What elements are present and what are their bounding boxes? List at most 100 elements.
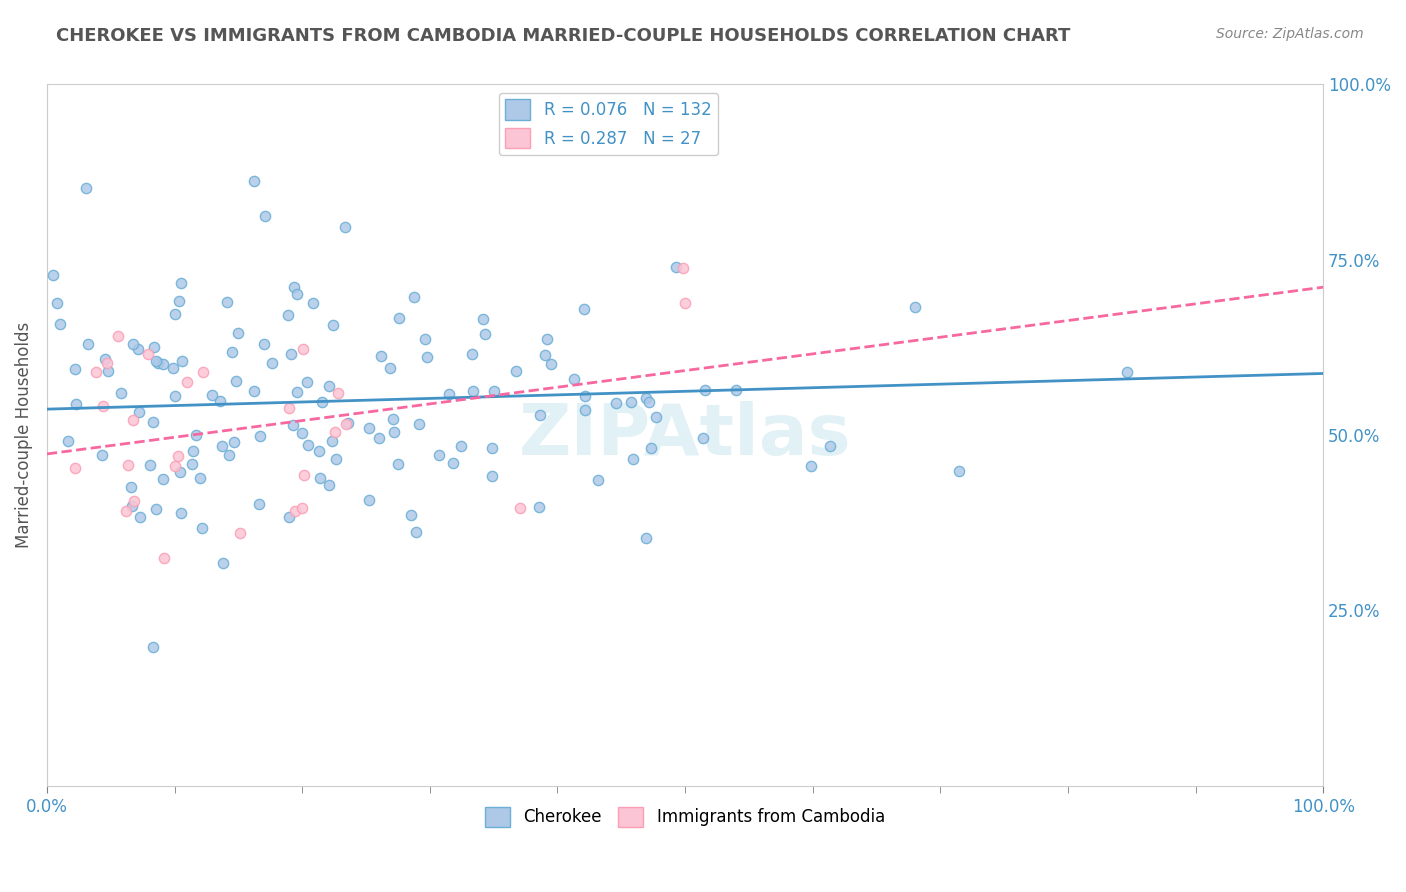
Cherokee (243, 384, 266, 399)
Cherokee (692, 431, 714, 445)
Cherokee (413, 332, 436, 346)
Cherokee (474, 326, 496, 341)
Cherokee (247, 497, 270, 511)
Cherokee (574, 402, 596, 417)
Cherokee (1116, 365, 1139, 379)
Cherokee (152, 472, 174, 486)
Cherokee (63, 362, 86, 376)
Cherokee (368, 431, 391, 445)
Cherokee (91, 448, 114, 462)
Cherokee (110, 385, 132, 400)
Cherokee (75, 180, 97, 194)
Cherokee (285, 286, 308, 301)
Cherokee (127, 342, 149, 356)
Cherokee (404, 291, 426, 305)
Cherokee (65, 397, 87, 411)
Cherokee (191, 521, 214, 535)
Cherokee (645, 410, 668, 425)
Cherokee (180, 457, 202, 471)
Cherokee (534, 348, 557, 362)
Cherokee (387, 310, 409, 325)
Cherokee (181, 443, 204, 458)
Cherokee (904, 300, 927, 314)
Cherokee (97, 364, 120, 378)
Cherokee (283, 417, 305, 432)
Cherokee (184, 428, 207, 442)
Text: ZIPAtlas: ZIPAtlas (519, 401, 851, 469)
Cherokee (77, 336, 100, 351)
Cherokee (283, 280, 305, 294)
Immigrants from Cambodia (672, 261, 695, 276)
Immigrants from Cambodia (673, 296, 696, 310)
Cherokee (278, 510, 301, 524)
Cherokee (277, 308, 299, 322)
Cherokee (311, 395, 333, 409)
Cherokee (121, 499, 143, 513)
Cherokee (142, 640, 165, 654)
Cherokee (211, 439, 233, 453)
Cherokee (167, 294, 190, 309)
Cherokee (253, 337, 276, 351)
Cherokee (143, 340, 166, 354)
Immigrants from Cambodia (91, 399, 114, 413)
Cherokee (322, 318, 344, 332)
Immigrants from Cambodia (153, 550, 176, 565)
Immigrants from Cambodia (138, 347, 160, 361)
Cherokee (172, 354, 194, 368)
Cherokee (505, 364, 527, 378)
Cherokee (170, 506, 193, 520)
Cherokee (471, 312, 494, 326)
Immigrants from Cambodia (115, 503, 138, 517)
Cherokee (222, 434, 245, 449)
Cherokee (152, 357, 174, 371)
Cherokee (297, 437, 319, 451)
Cherokee (308, 471, 330, 485)
Cherokee (128, 405, 150, 419)
Cherokee (146, 357, 169, 371)
Cherokee (120, 480, 142, 494)
Cherokee (818, 439, 841, 453)
Cherokee (188, 471, 211, 485)
Cherokee (215, 294, 238, 309)
Cherokee (527, 500, 550, 514)
Cherokee (221, 344, 243, 359)
Cherokee (321, 434, 343, 448)
Cherokee (145, 354, 167, 368)
Text: Source: ZipAtlas.com: Source: ZipAtlas.com (1216, 27, 1364, 41)
Cherokee (484, 384, 506, 398)
Cherokee (437, 387, 460, 401)
Y-axis label: Married-couple Households: Married-couple Households (15, 322, 32, 549)
Cherokee (461, 384, 484, 398)
Cherokee (574, 389, 596, 403)
Immigrants from Cambodia (107, 329, 129, 343)
Immigrants from Cambodia (292, 342, 315, 356)
Immigrants from Cambodia (335, 417, 357, 432)
Cherokee (170, 277, 193, 291)
Cherokee (169, 465, 191, 479)
Cherokee (211, 556, 233, 570)
Cherokee (325, 451, 347, 466)
Cherokee (370, 349, 392, 363)
Cherokee (56, 434, 79, 448)
Cherokee (948, 464, 970, 478)
Cherokee (145, 501, 167, 516)
Cherokee (201, 388, 224, 402)
Cherokee (634, 392, 657, 406)
Cherokee (94, 351, 117, 366)
Cherokee (226, 326, 249, 340)
Cherokee (387, 457, 409, 471)
Cherokee (429, 448, 451, 462)
Cherokee (408, 417, 430, 431)
Cherokee (620, 395, 643, 409)
Cherokee (637, 394, 659, 409)
Cherokee (415, 350, 437, 364)
Cherokee (481, 469, 503, 483)
Cherokee (262, 355, 284, 369)
Cherokee (285, 384, 308, 399)
Cherokee (333, 219, 356, 234)
Cherokee (42, 268, 65, 283)
Cherokee (621, 452, 644, 467)
Cherokee (280, 347, 302, 361)
Cherokee (529, 409, 551, 423)
Cherokee (302, 296, 325, 310)
